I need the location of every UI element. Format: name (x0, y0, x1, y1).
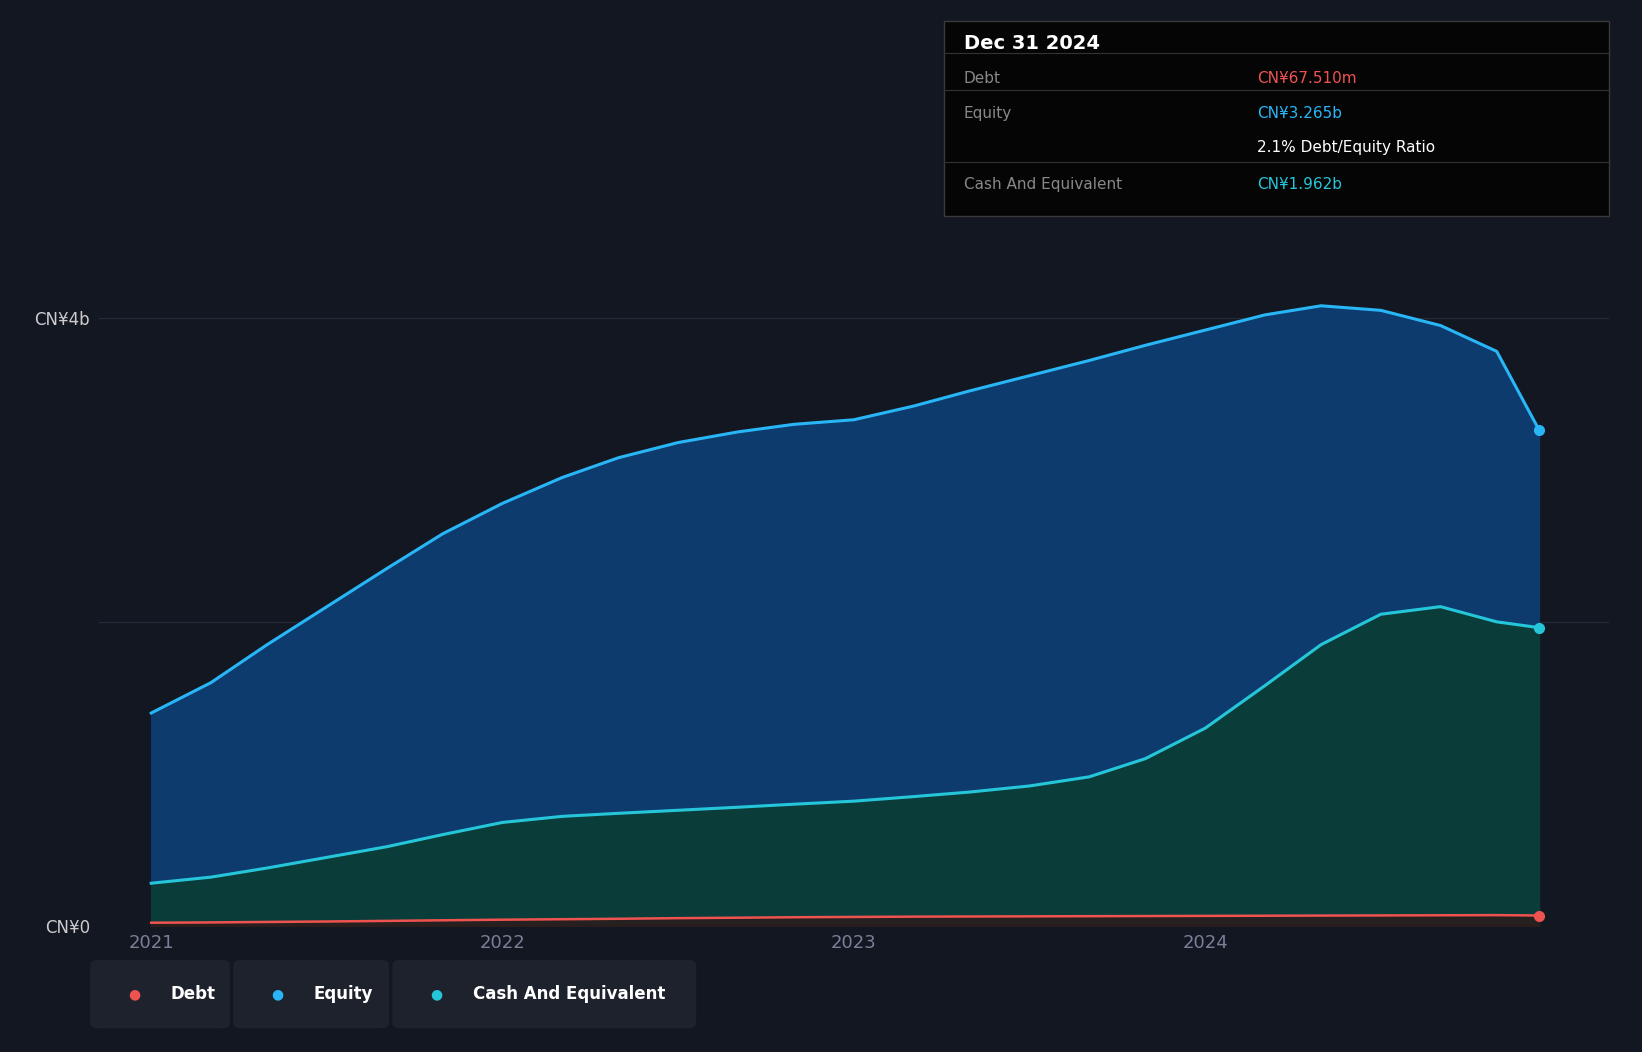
Text: CN¥67.510m: CN¥67.510m (1256, 70, 1356, 86)
Text: Cash And Equivalent: Cash And Equivalent (964, 177, 1121, 191)
Text: 2.1% Debt/Equity Ratio: 2.1% Debt/Equity Ratio (1256, 140, 1435, 155)
Text: CN¥1.962b: CN¥1.962b (1256, 177, 1342, 191)
Text: ●: ● (271, 987, 284, 1002)
Text: Debt: Debt (964, 70, 1002, 86)
Text: Equity: Equity (964, 106, 1011, 121)
Text: CN¥3.265b: CN¥3.265b (1256, 106, 1342, 121)
Text: Dec 31 2024: Dec 31 2024 (964, 34, 1100, 53)
Text: Cash And Equivalent: Cash And Equivalent (473, 985, 665, 1004)
Text: Debt: Debt (171, 985, 215, 1004)
Text: ●: ● (128, 987, 141, 1002)
Text: Equity: Equity (314, 985, 373, 1004)
Text: ●: ● (430, 987, 443, 1002)
